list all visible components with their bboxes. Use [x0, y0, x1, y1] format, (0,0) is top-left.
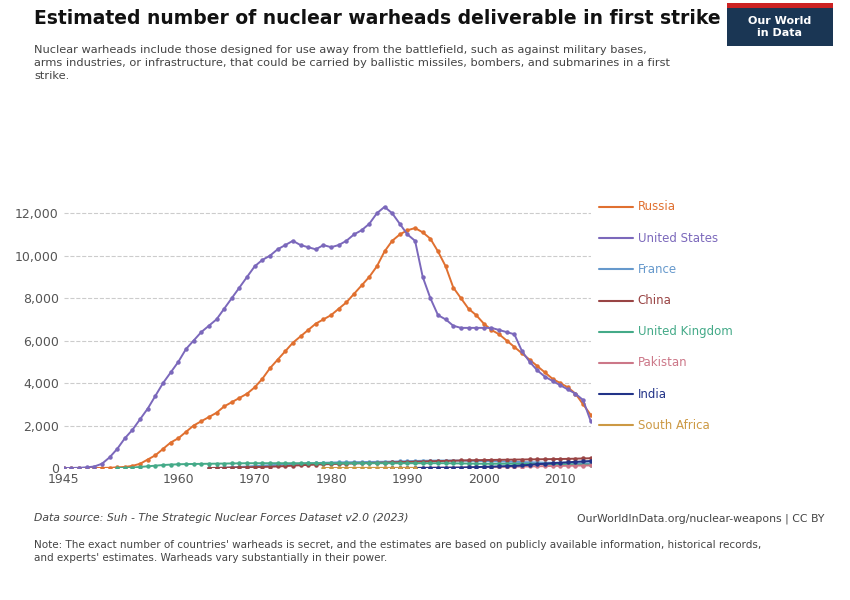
Text: China: China	[638, 294, 672, 307]
Text: South Africa: South Africa	[638, 419, 709, 432]
Text: Our World
in Data: Our World in Data	[748, 16, 812, 38]
Text: OurWorldInData.org/nuclear-weapons | CC BY: OurWorldInData.org/nuclear-weapons | CC …	[577, 513, 824, 523]
Text: Nuclear warheads include those designed for use away from the battlefield, such : Nuclear warheads include those designed …	[34, 45, 670, 82]
Text: Russia: Russia	[638, 200, 676, 214]
Text: United Kingdom: United Kingdom	[638, 325, 732, 338]
Text: Estimated number of nuclear warheads deliverable in first strike: Estimated number of nuclear warheads del…	[34, 9, 721, 28]
Text: France: France	[638, 263, 677, 276]
Text: Pakistan: Pakistan	[638, 356, 687, 370]
Text: Data source: Suh - The Strategic Nuclear Forces Dataset v2.0 (2023): Data source: Suh - The Strategic Nuclear…	[34, 513, 409, 523]
Text: India: India	[638, 388, 666, 401]
Text: United States: United States	[638, 232, 717, 245]
Text: Note: The exact number of countries' warheads is secret, and the estimates are b: Note: The exact number of countries' war…	[34, 540, 762, 563]
